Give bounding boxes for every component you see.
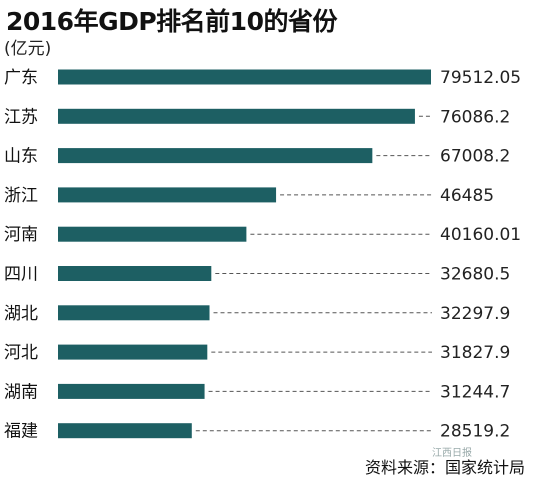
bar: [58, 187, 277, 203]
value-label: 32297.9: [440, 304, 510, 324]
category-label: 河南: [4, 225, 38, 245]
category-label: 江苏: [4, 107, 38, 127]
value-label: 67008.2: [440, 147, 510, 167]
category-label: 河北: [4, 343, 38, 363]
category-label: 福建: [4, 422, 38, 442]
value-label: 28519.2: [440, 422, 510, 442]
category-label: 广东: [4, 68, 38, 88]
category-label: 四川: [4, 265, 38, 285]
bar: [58, 69, 431, 85]
value-label: 40160.01: [440, 225, 521, 245]
bar: [58, 344, 208, 360]
value-label: 32680.5: [440, 265, 510, 285]
chart-title: 2016年GDP排名前10的省份: [6, 7, 337, 36]
value-label: 46485: [440, 186, 494, 206]
category-label: 湖南: [4, 382, 38, 402]
value-label: 31827.9: [440, 343, 510, 363]
category-label: 湖北: [4, 304, 38, 324]
bar: [58, 423, 192, 439]
bar: [58, 148, 373, 164]
watermark: 江西日报: [432, 448, 472, 459]
source-note: 资料来源：国家统计局: [364, 458, 525, 477]
value-label: 76086.2: [440, 107, 510, 127]
category-label: 山东: [4, 147, 38, 167]
unit-label: (亿元): [4, 39, 52, 59]
bar: [58, 226, 247, 242]
value-label: 31244.7: [440, 382, 510, 402]
category-label: 浙江: [4, 186, 38, 206]
bar: [58, 383, 205, 399]
bar: [58, 305, 210, 321]
bar: [58, 108, 415, 124]
value-label: 79512.05: [440, 68, 521, 88]
bar: [58, 266, 212, 281]
